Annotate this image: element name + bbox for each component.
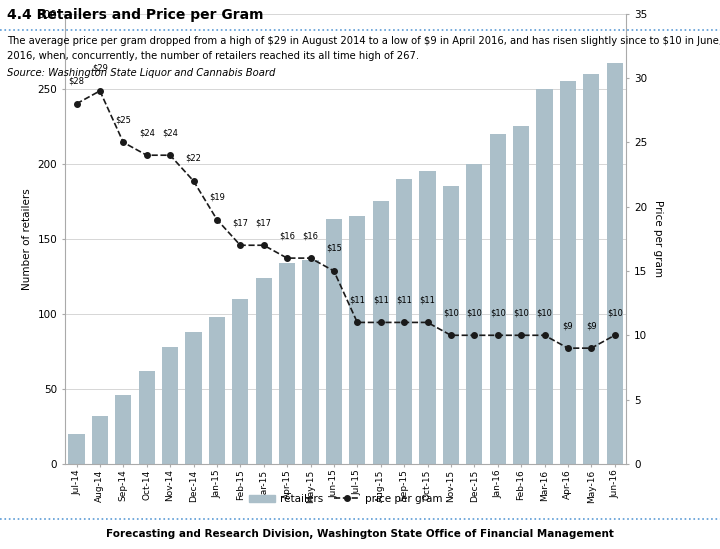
Text: $28: $28 bbox=[68, 77, 84, 86]
Text: $16: $16 bbox=[279, 231, 295, 240]
Text: $16: $16 bbox=[302, 231, 318, 240]
Text: $29: $29 bbox=[92, 64, 108, 73]
Text: $19: $19 bbox=[209, 193, 225, 201]
Y-axis label: Number of retailers: Number of retailers bbox=[22, 188, 32, 290]
Text: $10: $10 bbox=[467, 309, 482, 317]
Text: $11: $11 bbox=[396, 295, 412, 304]
Text: $24: $24 bbox=[162, 128, 178, 137]
Bar bbox=[325, 219, 342, 464]
Text: $10: $10 bbox=[607, 309, 623, 317]
Text: $22: $22 bbox=[186, 154, 202, 163]
Bar bbox=[466, 164, 482, 464]
Text: $9: $9 bbox=[586, 321, 597, 330]
Bar bbox=[513, 126, 529, 464]
Text: The average price per gram dropped from a high of $29 in August 2014 to a low of: The average price per gram dropped from … bbox=[7, 36, 720, 46]
Text: $10: $10 bbox=[513, 309, 529, 317]
Bar bbox=[162, 347, 179, 464]
Text: $11: $11 bbox=[349, 295, 365, 304]
Bar bbox=[279, 263, 295, 464]
Legend: retailers, price per gram: retailers, price per gram bbox=[245, 490, 446, 508]
Bar bbox=[185, 332, 202, 464]
Bar bbox=[583, 74, 600, 464]
Text: $24: $24 bbox=[139, 128, 155, 137]
Text: $10: $10 bbox=[443, 309, 459, 317]
Text: 2016, when, concurrently, the number of retailers reached its all time high of 2: 2016, when, concurrently, the number of … bbox=[7, 51, 419, 60]
Bar bbox=[443, 186, 459, 464]
Text: $10: $10 bbox=[490, 309, 505, 317]
Bar bbox=[490, 134, 506, 464]
Bar bbox=[396, 179, 413, 464]
Text: 4.4 Retailers and Price per Gram: 4.4 Retailers and Price per Gram bbox=[7, 8, 264, 23]
Bar bbox=[138, 371, 155, 464]
Bar bbox=[115, 395, 132, 464]
Text: $9: $9 bbox=[562, 321, 573, 330]
Bar bbox=[536, 89, 553, 464]
Text: $10: $10 bbox=[536, 309, 552, 317]
Text: $11: $11 bbox=[373, 295, 389, 304]
Bar bbox=[256, 278, 272, 464]
Text: $17: $17 bbox=[233, 219, 248, 227]
Bar bbox=[232, 299, 248, 464]
Y-axis label: Price per gram: Price per gram bbox=[653, 200, 663, 277]
Text: Forecasting and Research Division, Washington State Office of Financial Manageme: Forecasting and Research Division, Washi… bbox=[106, 529, 614, 539]
Bar bbox=[91, 416, 108, 464]
Bar bbox=[559, 81, 576, 464]
Bar bbox=[349, 216, 366, 464]
Text: $25: $25 bbox=[115, 115, 131, 124]
Bar bbox=[209, 317, 225, 464]
Text: $15: $15 bbox=[326, 244, 342, 253]
Text: Source: Washington State Liquor and Cannabis Board: Source: Washington State Liquor and Cann… bbox=[7, 68, 276, 78]
Bar bbox=[419, 171, 436, 464]
Bar bbox=[372, 201, 389, 464]
Bar bbox=[68, 434, 85, 464]
Text: $17: $17 bbox=[256, 219, 271, 227]
Bar bbox=[606, 63, 623, 464]
Bar bbox=[302, 260, 319, 464]
Text: $11: $11 bbox=[420, 295, 436, 304]
